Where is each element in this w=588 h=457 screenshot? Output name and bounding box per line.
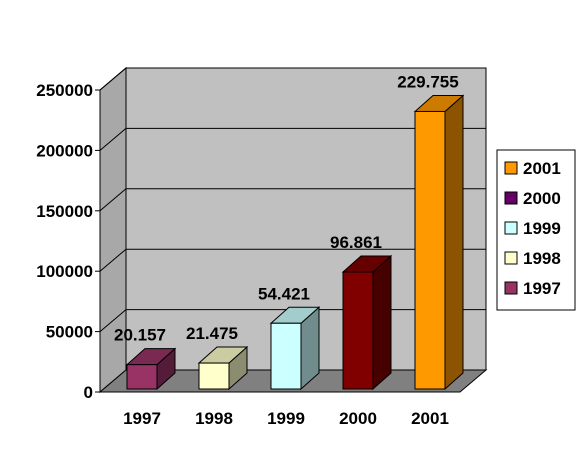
bar-2001 (413, 94, 465, 391)
x-tick-label: 1997 (123, 409, 161, 428)
y-tick-label: 250000 (36, 81, 93, 100)
y-tick-label: 0 (84, 383, 93, 402)
bars (125, 94, 465, 391)
legend-label: 2000 (523, 189, 561, 208)
x-tick-label: 1999 (267, 409, 305, 428)
bar-1999 (269, 306, 321, 391)
gridline-side (99, 188, 127, 212)
bar-side (444, 94, 464, 391)
legend-swatch (504, 281, 518, 295)
gridline-side (99, 309, 127, 332)
y-tick-label: 200000 (36, 141, 93, 160)
gridline-side (99, 128, 127, 151)
legend-swatch (504, 221, 518, 235)
legend: 2001 2000 1999 1998 1997 (496, 149, 576, 311)
data-label-2000: 96.861 (330, 233, 382, 252)
legend-swatch (504, 161, 518, 175)
data-label-1999: 54.421 (258, 284, 310, 303)
x-tick-label: 2001 (411, 409, 449, 428)
legend-label: 1999 (523, 219, 561, 238)
x-axis: 1997 1998 1999 2000 2001 (123, 409, 449, 428)
legend-label: 1998 (523, 249, 561, 268)
gridline-side (99, 248, 127, 272)
y-tick-label: 100000 (36, 262, 93, 281)
data-label-2001: 229.755 (397, 72, 458, 91)
y-tick-label: 50000 (46, 323, 93, 342)
bar-side (372, 254, 392, 391)
bar-1997 (125, 347, 177, 391)
y-axis: 0 50000 100000 150000 200000 250000 (36, 81, 101, 402)
bar-front (270, 322, 302, 390)
data-label-1998: 21.475 (186, 324, 238, 343)
bar-2000 (341, 254, 393, 391)
data-labels: 20.157 21.475 54.421 96.861 229.755 (114, 72, 459, 344)
x-tick-label: 1998 (195, 409, 233, 428)
y-tick-label: 150000 (36, 202, 93, 221)
bar-front (342, 271, 374, 390)
legend-label: 1997 (523, 279, 561, 298)
bar-1998 (197, 345, 249, 391)
bar-front (414, 110, 446, 390)
data-label-1997: 20.157 (114, 326, 166, 345)
legend-swatch (504, 191, 518, 205)
bar-front (198, 362, 230, 390)
legend-label: 2001 (523, 159, 561, 178)
x-tick-label: 2000 (339, 409, 377, 428)
bar-front (126, 364, 158, 390)
gridline-side (99, 67, 127, 91)
legend-swatch (504, 251, 518, 265)
